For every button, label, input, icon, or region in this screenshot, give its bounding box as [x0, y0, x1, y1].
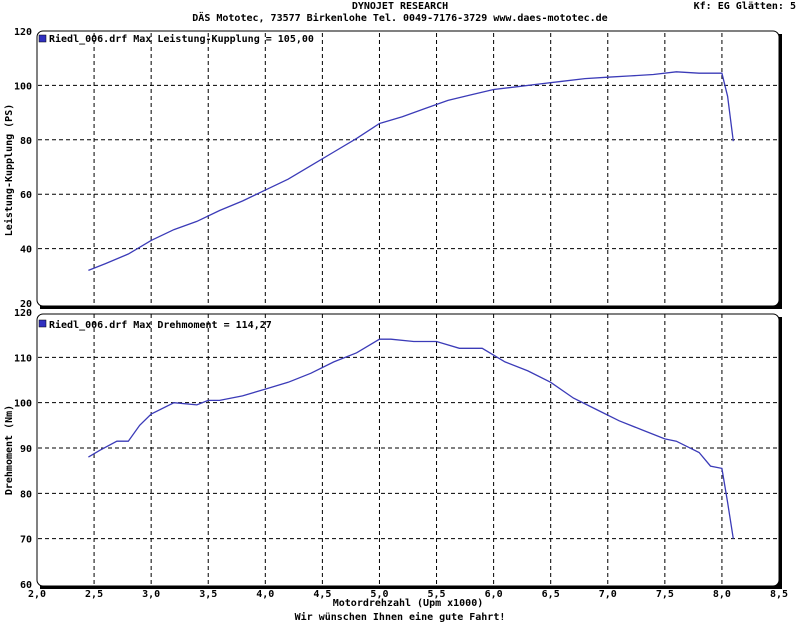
power-y-axis-title: Leistung-Kupplung (PS) [3, 104, 15, 236]
torque-y-tick-label: 100 [14, 399, 32, 410]
torque-y-tick-label: 110 [14, 353, 32, 364]
footer-message: Wir wünschen Ihnen eine gute Fahrt! [294, 612, 506, 623]
power-grid [38, 33, 778, 305]
power-y-tick-label: 120 [14, 27, 32, 38]
power-y-ticks: 20 40 60 80 100 120 [14, 27, 32, 310]
x-tick-label: 2,0 [28, 589, 46, 600]
x-tick-label: 8,5 [770, 589, 788, 600]
x-tick-label: 8,0 [713, 589, 731, 600]
torque-y-tick-label: 120 [14, 308, 32, 319]
torque-y-axis-title: Drehmoment (Nm) [4, 405, 15, 495]
torque-panel: 60 70 80 90 100 110 120 Riedl_006.drf Max Dreh… [4, 308, 782, 591]
settings-info: Kf: EG Glätten: 5 [693, 1, 796, 12]
power-y-tick-label: 40 [20, 245, 32, 256]
power-panel: 20 40 60 80 100 120 Riedl_006.drf Max Leistun… [3, 27, 782, 310]
x-tick-label: 5,5 [428, 589, 446, 600]
power-y-tick-label: 100 [14, 81, 32, 92]
company-info: DÄS Mototec, 73577 Birkenlohe Tel. 0049-… [192, 13, 608, 24]
x-tick-label: 7,5 [656, 589, 674, 600]
torque-series-line [88, 338, 734, 539]
torque-legend-swatch [38, 319, 47, 328]
x-tick-label: 2,5 [85, 589, 103, 600]
x-tick-label: 5,0 [370, 589, 388, 600]
power-panel-frame [36, 30, 780, 307]
power-legend-label: Riedl_006.drf Max Leistung-Kupplung = 10… [49, 33, 314, 45]
x-tick-label: 4,0 [256, 589, 274, 600]
torque-y-tick-label: 90 [20, 444, 32, 455]
x-tick-label: 3,0 [142, 589, 160, 600]
x-tick-label: 7,0 [599, 589, 617, 600]
x-axis-title: Motordrehzahl (Upm x1000) [333, 598, 484, 609]
report-title: DYNOJET RESEARCH [351, 1, 449, 12]
torque-y-ticks: 60 70 80 90 100 110 120 [14, 308, 32, 591]
torque-legend-label: Riedl_006.drf Max Drehmoment = 114,27 [49, 319, 272, 331]
torque-panel-frame [36, 313, 780, 587]
x-ticks: 2,0 2,5 3,0 3,5 4,0 4,5 5,0 5,5 6,0 6,5 7,0 7,5 8,0 8… [28, 589, 788, 600]
power-series-line [88, 71, 734, 272]
torque-y-tick-label: 60 [20, 580, 32, 591]
power-y-tick-label: 60 [20, 190, 32, 201]
torque-y-tick-label: 70 [20, 535, 32, 546]
x-tick-label: 6,5 [542, 589, 560, 600]
torque-grid [38, 314, 778, 586]
power-y-tick-label: 20 [20, 299, 32, 310]
x-tick-label: 6,0 [485, 589, 503, 600]
power-y-tick-label: 80 [20, 136, 32, 147]
power-legend-swatch [38, 34, 47, 43]
x-tick-label: 4,5 [313, 589, 331, 600]
torque-y-tick-label: 80 [20, 489, 32, 500]
x-tick-label: 3,5 [199, 589, 217, 600]
